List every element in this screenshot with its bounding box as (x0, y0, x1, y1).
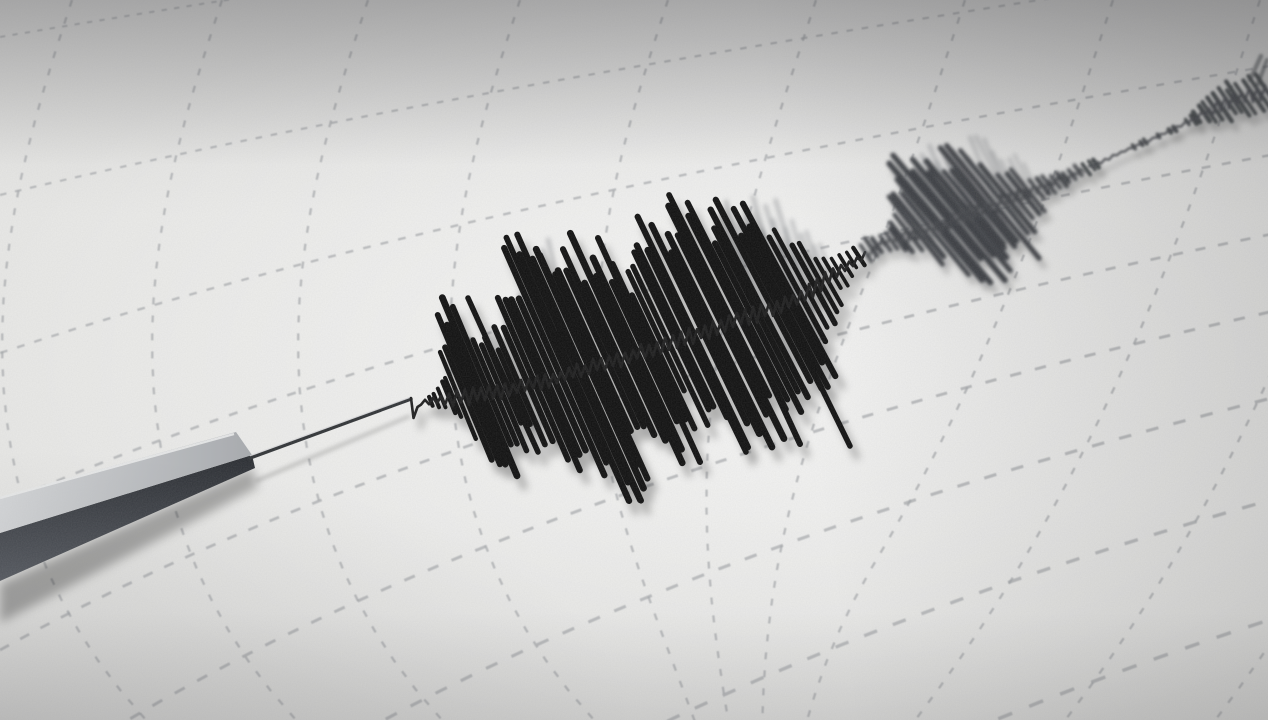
seismograph-render (0, 0, 1268, 720)
seismograph-scene (0, 0, 1268, 720)
paper-noise-overlay (0, 0, 1268, 720)
